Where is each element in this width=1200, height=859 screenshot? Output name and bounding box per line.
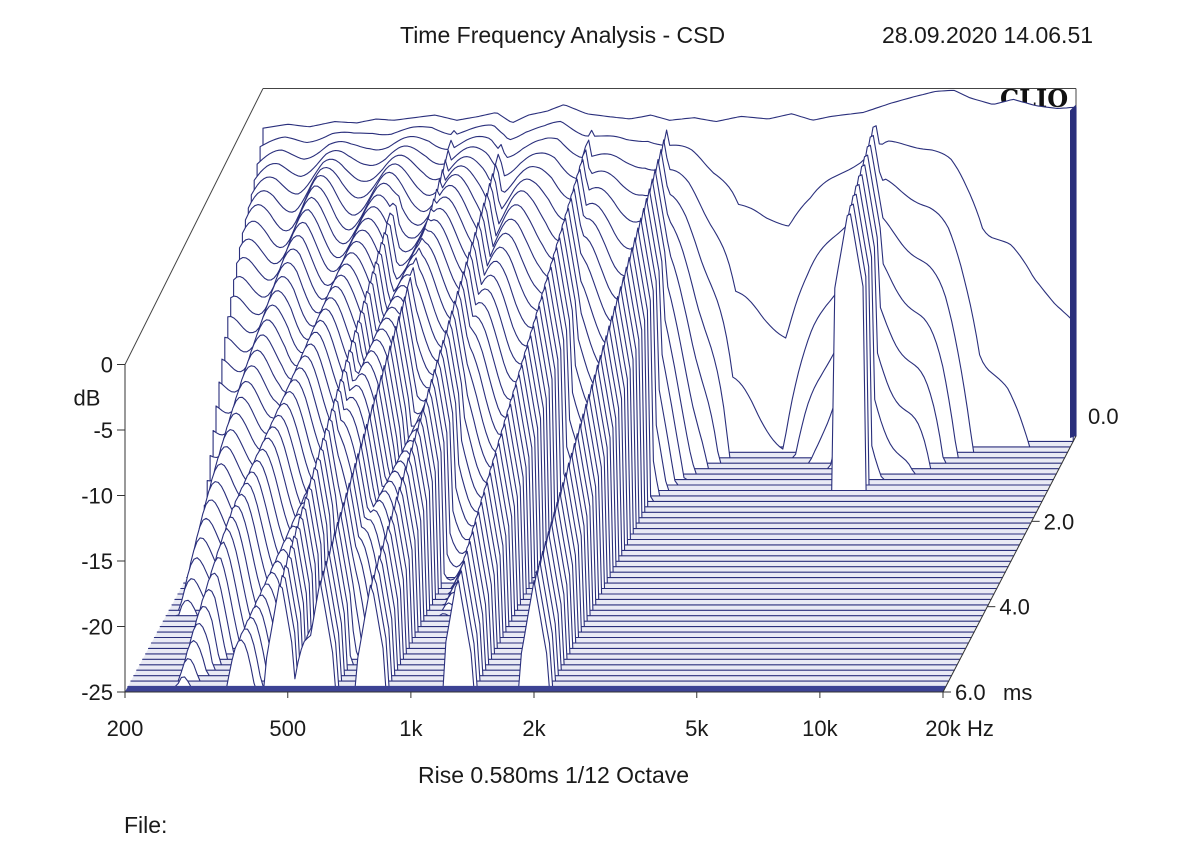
z-tick-label: 2.0	[1044, 509, 1075, 534]
y-tick-label: -20	[81, 615, 113, 640]
chart-timestamp: 28.09.2020 14.06.51	[882, 22, 1094, 48]
analysis-settings: Rise 0.580ms 1/12 Octave	[418, 762, 690, 788]
y-tick-label: -25	[81, 680, 113, 705]
x-tick-label: 5k	[685, 716, 709, 741]
y-axis-label: dB	[74, 385, 101, 410]
chart-axes: 0 -5 -10 -15 -20 -25 dB 200 500 1k 2k 5k 10k 20k Hz 0.0…	[74, 353, 1119, 742]
y-tick-label: 0	[101, 353, 113, 378]
x-tick-label: 1k	[399, 716, 423, 741]
y-tick-label: -5	[93, 418, 113, 443]
z-tick-label: 6.0	[955, 680, 986, 705]
z-tick-label: 4.0	[999, 595, 1030, 620]
z-tick-label: 0.0	[1088, 404, 1119, 429]
x-tick-label: 2k	[522, 716, 546, 741]
y-tick-label: -15	[81, 549, 113, 574]
x-tick-label: 200	[107, 716, 144, 741]
x-tick-label: 20k	[925, 716, 961, 741]
file-label: File:	[124, 812, 168, 838]
left-wall-edge	[124, 88, 264, 365]
x-axis-unit: Hz	[967, 716, 994, 741]
z-axis-line	[942, 435, 1077, 693]
z-axis-unit: ms	[1003, 680, 1032, 705]
x-tick-label: 10k	[802, 716, 838, 741]
right-edge-bar	[1070, 104, 1076, 438]
y-tick-label: -10	[81, 484, 113, 509]
x-tick-label: 500	[269, 716, 306, 741]
chart-title: Time Frequency Analysis - CSD	[400, 22, 726, 48]
decay-slices	[124, 89, 1077, 693]
